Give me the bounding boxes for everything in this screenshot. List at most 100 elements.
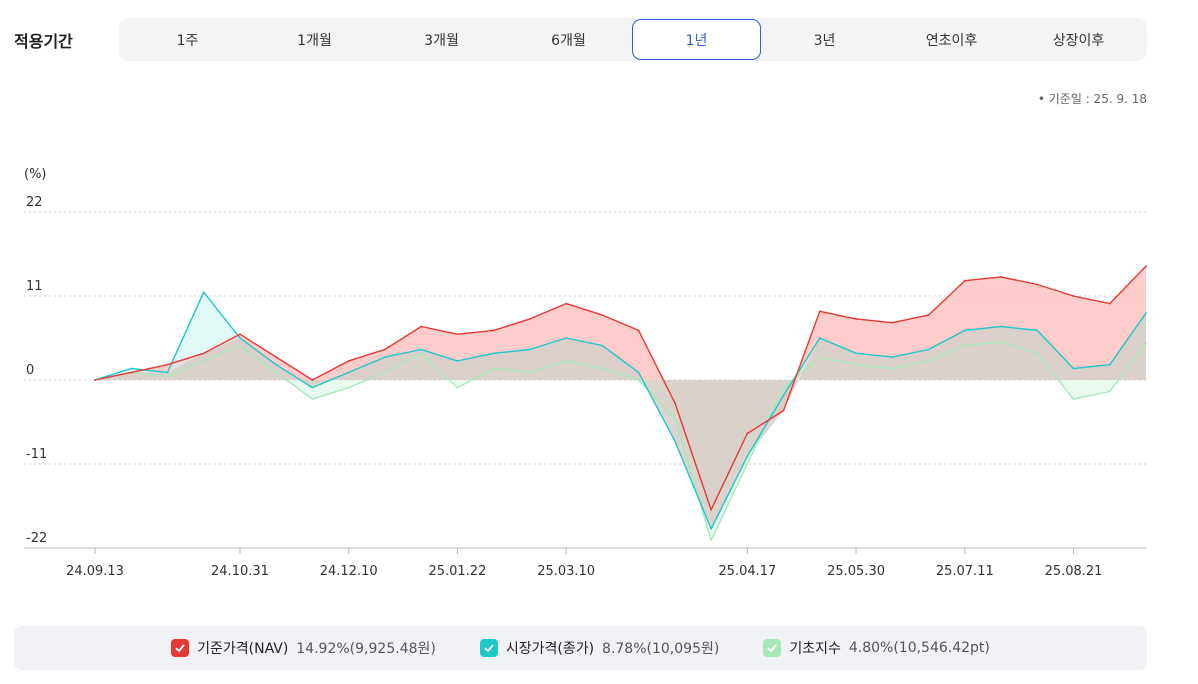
series-point-0 [963,279,966,282]
series-point-1 [311,386,314,389]
series-point-0 [674,402,676,404]
series-point-2 [855,363,857,366]
y-unit-label: (%) [24,167,47,182]
series-point-0 [1145,265,1147,267]
legend-item-nav[interactable]: 기준가격(NAV) 14.92%(9,925.48원) [171,638,436,658]
series-point-0 [384,348,386,351]
check-icon [763,639,782,657]
series-point-0 [1000,276,1002,278]
series-point-2 [637,379,640,381]
series-point-0 [311,379,314,381]
legend-value-nav: 14.92%(9,925.48원) [296,641,436,657]
series-point-2 [601,367,604,370]
legend-value-market: 8.78%(10,095원) [602,641,720,657]
series-point-1 [130,367,133,370]
series-point-0 [565,302,567,305]
series-lines [94,265,1147,542]
series-point-0 [347,360,350,362]
series-point-0 [746,432,749,435]
series-area-1 [95,292,1146,529]
series-point-2 [456,386,459,389]
series-line-2 [94,341,1147,542]
period-option-ytd[interactable]: 연초이후 [925,32,978,49]
series-point-0 [166,363,169,366]
series-point-2 [1072,398,1075,400]
series-point-2 [674,417,676,420]
series-point-2 [529,371,531,374]
series-point-1 [456,360,459,362]
series-point-1 [420,348,423,351]
series-point-1 [891,356,894,358]
series-line-1 [94,291,1147,530]
series-point-0 [239,333,241,336]
series-point-2 [1000,340,1002,343]
x-tick-label: 25.04.17 [718,564,776,579]
series-point-1 [818,337,821,339]
series-point-1 [601,344,604,347]
series-point-1 [927,348,930,351]
series-point-2 [239,344,241,347]
series-point-0 [927,314,930,316]
period-option-3m[interactable]: 3개월 [424,32,459,49]
series-point-2 [1145,342,1147,345]
series-point-2 [420,352,423,355]
x-tick-label: 25.07.11 [936,564,994,579]
legend-label-index: 기초지수 [789,641,841,657]
y-tick-label: 11 [26,279,43,294]
series-point-1 [492,352,495,355]
series-point-1 [746,455,749,458]
series-point-2 [202,360,205,362]
period-option-1m[interactable]: 1개월 [297,32,332,49]
series-point-2 [166,375,169,378]
series-point-0 [94,379,96,381]
series-point-2 [1108,390,1111,393]
series-point-1 [1036,329,1039,332]
legend-value-index: 4.80%(10,546.42pt) [848,640,990,656]
base-date: • 기준일 : 25. 9. 18 [1037,92,1147,106]
series-point-0 [710,508,712,511]
series-point-2 [891,367,894,370]
y-tick-labels: 22 11 0 -11 -22 [26,195,47,546]
series-point-0 [1036,283,1039,286]
legend-item-market[interactable]: 시장가격(종가) 8.78%(10,095원) [479,638,720,658]
series-point-1 [239,337,241,339]
legend-item-index[interactable]: 기초지수 4.80%(10,546.42pt) [763,638,990,658]
y-tick-label: -22 [26,531,47,546]
period-option-since-listing[interactable]: 상장이후 [1052,32,1105,49]
series-point-0 [456,333,459,336]
x-tick-label: 24.09.13 [66,564,124,579]
series-point-2 [963,344,966,347]
series-point-2 [347,386,350,389]
series-point-1 [166,371,169,374]
series-point-2 [818,356,821,358]
period-option-1w[interactable]: 1주 [176,32,199,49]
series-point-0 [130,371,133,374]
period-option-3y[interactable]: 3년 [813,32,836,49]
period-option-1y[interactable]: 1년 [632,19,761,60]
series-areas [95,266,1146,541]
series-point-1 [963,329,966,332]
check-icon [479,639,498,657]
series-point-1 [384,356,386,358]
series-point-0 [1108,302,1111,305]
period-label: 적용기간 [14,32,73,51]
series-point-1 [637,371,640,374]
series-point-2 [565,360,567,362]
x-tick-label: 25.08.21 [1045,564,1103,579]
series-point-2 [492,367,495,370]
series-point-0 [818,310,821,313]
performance-chart: (%) 22 11 0 -11 -22 24.09.13 24.10.31 24.12.10… [24,167,1147,579]
series-point-2 [927,360,930,362]
x-tick-label: 25.01.22 [428,564,486,579]
series-point-0 [420,325,423,328]
series-point-2 [275,371,278,374]
series-point-2 [1036,352,1039,355]
period-option-6m[interactable]: 6개월 [551,32,586,49]
series-point-0 [601,314,604,316]
series-point-0 [529,318,531,320]
legend-label-nav: 기준가격(NAV) [197,641,289,657]
series-point-1 [782,394,785,397]
series-point-0 [782,409,785,412]
series-point-1 [565,337,567,339]
x-axis: 24.09.13 24.10.31 24.12.10 25.01.22 25.03.10… [24,547,1146,579]
